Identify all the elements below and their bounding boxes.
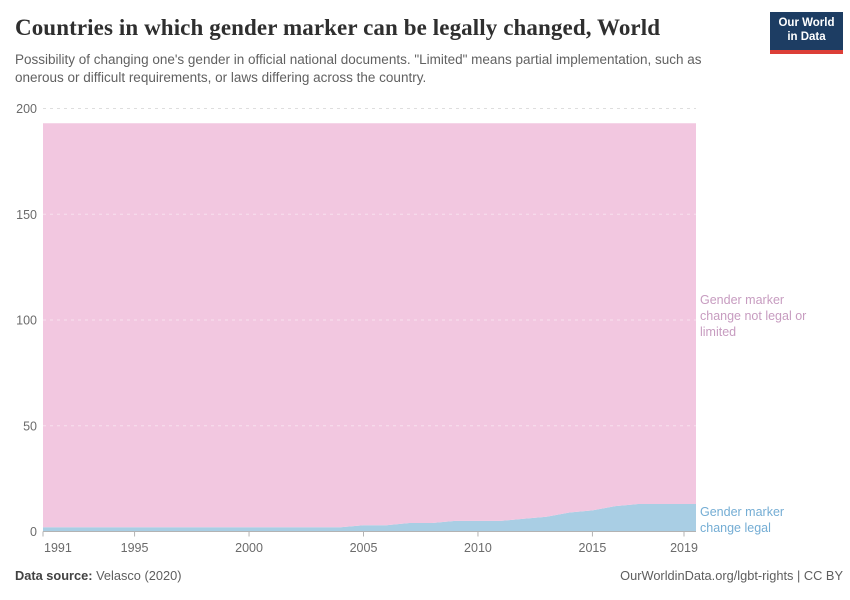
owid-logo-text: Our World in Data	[778, 17, 835, 43]
x-tick-label-2015: 2015	[579, 541, 607, 555]
x-tick-label-2019: 2019	[670, 541, 698, 555]
chart-footer: Data source: Velasco (2020) OurWorldinDa…	[15, 568, 843, 583]
x-tick-label-1991: 1991	[44, 541, 72, 555]
owid-logo[interactable]: Our World in Data	[770, 12, 843, 54]
y-tick-label-0: 0	[30, 525, 37, 539]
y-tick-label-100: 100	[16, 314, 37, 328]
area-label-not-legal: Gender marker change not legal or limite…	[700, 293, 807, 339]
area-not-legal	[43, 123, 696, 528]
x-tick-label-2000: 2000	[235, 541, 263, 555]
data-source: Data source: Velasco (2020)	[15, 568, 181, 583]
area-legal	[43, 504, 696, 532]
y-tick-label-200: 200	[16, 102, 37, 116]
chart-subtitle: Possibility of changing one's gender in …	[15, 52, 702, 86]
x-tick-label-2010: 2010	[464, 541, 492, 555]
footer-attribution-link[interactable]: OurWorldinData.org/lgbt-rights | CC BY	[620, 568, 843, 583]
y-tick-label-150: 150	[16, 208, 37, 222]
x-tick-label-1995: 1995	[121, 541, 149, 555]
x-tick-label-2005: 2005	[350, 541, 378, 555]
y-tick-label-50: 50	[23, 419, 37, 433]
area-label-legal: Gender marker change legal	[700, 505, 785, 535]
chart-title: Countries in which gender marker can be …	[15, 15, 661, 40]
data-source-value: Velasco (2020)	[96, 568, 182, 583]
data-source-label: Data source:	[15, 568, 93, 583]
